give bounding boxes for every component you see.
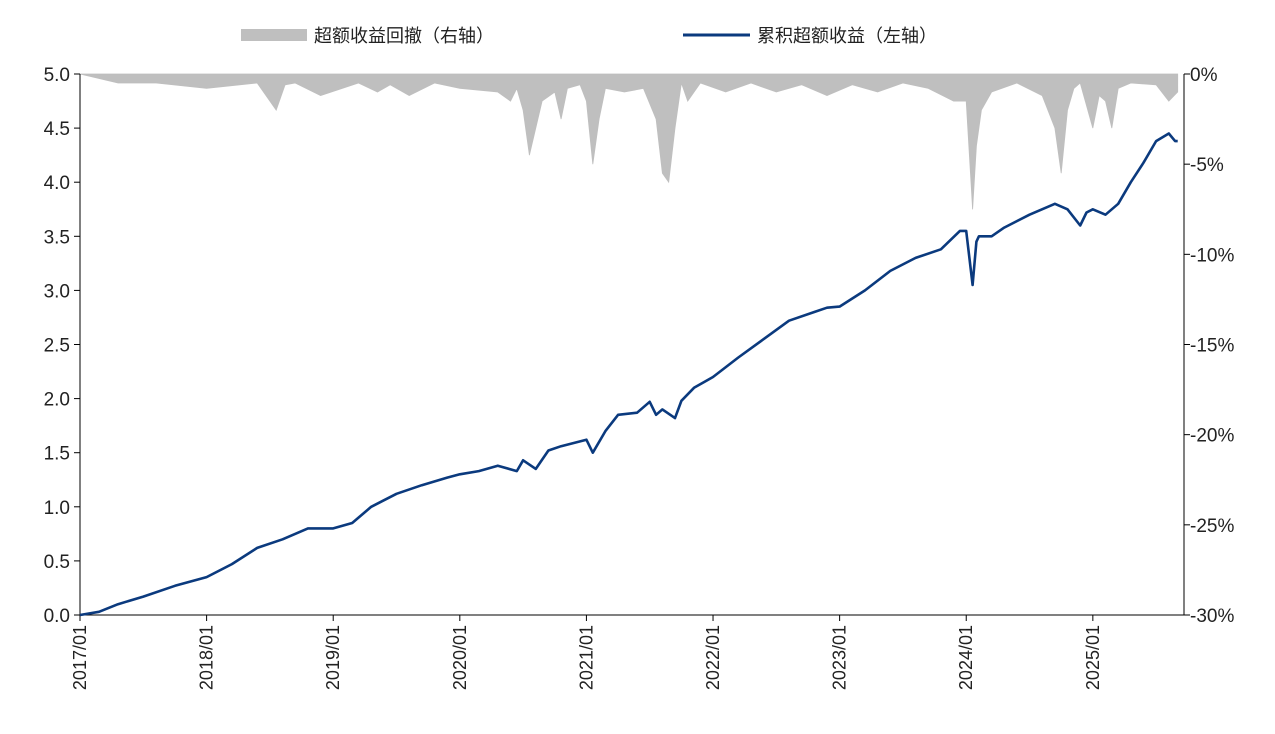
excess-return-line-series xyxy=(79,132,1178,617)
left-tick-label: 2.0 xyxy=(44,390,70,411)
drawdown-area-series xyxy=(79,73,1179,210)
legend: 超额收益回撤（右轴） 累积超额收益（左轴） xyxy=(241,26,937,47)
x-tick-label: 2020/01 xyxy=(450,625,470,690)
x-tick-label: 2024/01 xyxy=(956,625,976,690)
left-tick-label: 3.0 xyxy=(44,281,70,302)
x-tick-label: 2019/01 xyxy=(323,625,343,690)
left-tick-label: 3.5 xyxy=(44,227,70,248)
right-tick-label: -20% xyxy=(1190,426,1234,447)
left-tick-label: 5.0 xyxy=(44,65,70,86)
right-tick-label: 0% xyxy=(1190,65,1218,86)
x-tick-label: 2021/01 xyxy=(576,625,596,690)
left-tick-label: 4.0 xyxy=(44,173,70,194)
right-tick-label: -25% xyxy=(1190,516,1234,537)
left-tick-label: 0.0 xyxy=(44,606,70,627)
right-tick-label: -5% xyxy=(1190,155,1224,176)
right-tick-label: -10% xyxy=(1190,245,1234,266)
x-tick-label: 2018/01 xyxy=(197,625,217,690)
legend-drawdown-label: 超额收益回撤（右轴） xyxy=(314,26,494,47)
left-tick-label: 4.5 xyxy=(44,119,70,140)
left-tick-label: 2.5 xyxy=(44,336,70,357)
left-tick-label: 0.5 xyxy=(44,552,70,573)
right-tick-label: -30% xyxy=(1190,606,1234,627)
right-tick-label: -15% xyxy=(1190,336,1234,357)
plot-area: 0.0 0.5 1.0 1.5 2.0 2.5 3.0 3.5 4.0 4.5 5.0 -30% -25… xyxy=(44,65,1235,690)
x-tick-label: 2025/01 xyxy=(1083,625,1103,690)
x-tick-label: 2017/01 xyxy=(70,625,90,690)
x-tick-label: 2023/01 xyxy=(830,625,850,690)
x-tick-label: 2022/01 xyxy=(703,625,723,690)
legend-drawdown-swatch xyxy=(241,29,307,41)
legend-excess-label: 累积超额收益（左轴） xyxy=(757,26,937,47)
left-tick-label: 1.0 xyxy=(44,498,70,519)
left-tick-label: 1.5 xyxy=(44,444,70,465)
